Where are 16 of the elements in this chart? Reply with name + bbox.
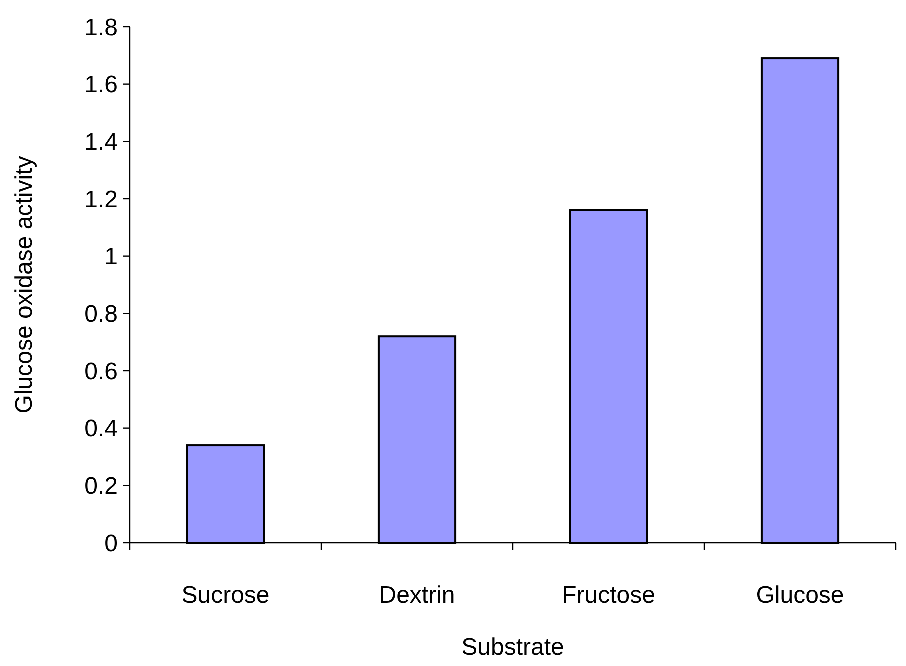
y-tick-label: 0.8 [84, 301, 118, 328]
y-tick-label: 1 [104, 244, 118, 271]
y-tick-label: 0.6 [84, 358, 118, 386]
y-tick-label: 0.4 [84, 416, 118, 443]
y-tick-label: 1.2 [84, 186, 118, 214]
x-tick-label: Fructose [562, 582, 656, 609]
y-tick-label: 1.6 [84, 72, 118, 99]
y-axis-title: Glucose oxidase activity [11, 156, 38, 414]
y-tick-label: 1.8 [84, 14, 118, 42]
y-tick-label: 0.2 [84, 473, 118, 500]
x-tick-label: Dextrin [379, 582, 456, 609]
y-tick-label: 0 [104, 530, 118, 558]
y-tick-label: 1.4 [84, 129, 118, 156]
x-tick-label: Glucose [756, 582, 844, 609]
x-axis-title: Substrate [462, 634, 564, 661]
x-tick-label: Sucrose [182, 582, 270, 609]
